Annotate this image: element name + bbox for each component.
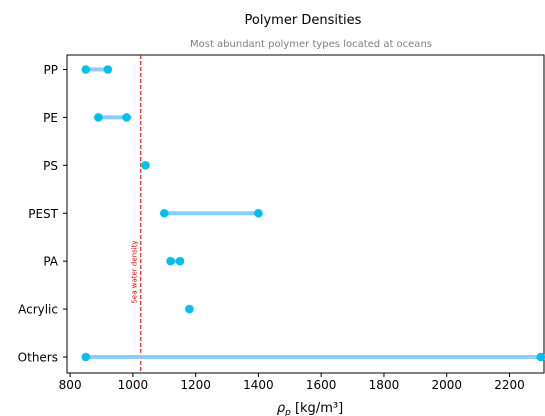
max-point <box>254 208 263 218</box>
x-tick-label: 1600 <box>306 378 337 392</box>
plot-area <box>66 54 545 374</box>
y-tick-label: PEST <box>28 207 58 221</box>
x-tick-label: 1400 <box>243 378 274 392</box>
x-tick-label: 800 <box>59 378 82 392</box>
y-tick-label: PP <box>44 63 58 77</box>
y-tick-label: Others <box>18 351 58 365</box>
min-point <box>141 161 150 170</box>
max-point <box>536 352 545 362</box>
data-marks <box>81 65 545 362</box>
x-tick-label: 1800 <box>369 378 400 392</box>
reference-line-group: Sea water density <box>131 55 142 373</box>
chart-title: Polymer Densities <box>245 13 362 28</box>
max-point <box>103 65 113 74</box>
chart-subtitle: Most abundant polymer types located at o… <box>190 39 432 50</box>
min-point <box>94 113 103 122</box>
x-tick-label: 1200 <box>180 378 211 392</box>
reference-line-label: Sea water density <box>131 240 139 303</box>
min-point <box>166 256 175 266</box>
y-tick-label: PS <box>43 159 58 173</box>
max-point <box>175 256 185 266</box>
y-tick-label: PA <box>43 255 58 269</box>
y-axis: PP PE PS PEST PA Acrylic Others <box>18 63 67 365</box>
min-point <box>185 304 194 314</box>
max-point <box>122 113 131 122</box>
min-point <box>159 208 169 218</box>
y-tick-label: Acrylic <box>18 303 58 317</box>
x-tick-label: 1000 <box>118 378 149 392</box>
x-tick-label: 2200 <box>494 378 525 392</box>
x-axis-label-unit: [kg/m³] <box>291 401 343 416</box>
min-point <box>81 352 91 362</box>
y-tick-label: PE <box>43 111 58 125</box>
x-axis-label: ρp [kg/m³] <box>277 401 343 416</box>
x-axis-label-symbol: ρ <box>277 401 286 416</box>
x-axis-label-subscript: p <box>284 408 291 416</box>
x-tick-label: 2000 <box>431 378 462 392</box>
min-point <box>81 65 91 74</box>
x-axis: 800 1000 1200 1400 1600 1800 2000 2200 <box>59 373 525 392</box>
